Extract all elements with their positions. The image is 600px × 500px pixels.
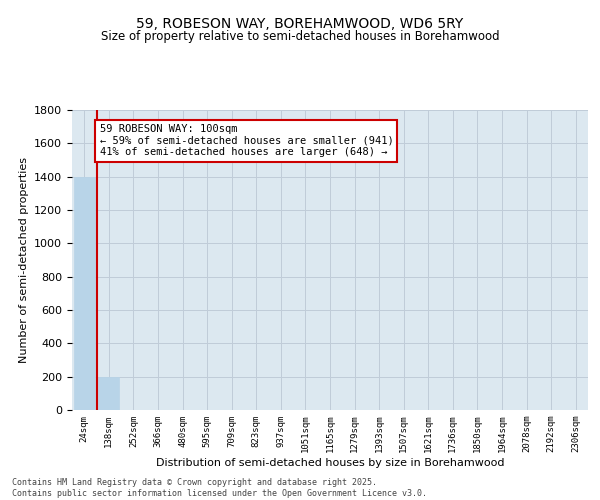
- Bar: [74, 176, 95, 410]
- Text: Contains HM Land Registry data © Crown copyright and database right 2025.
Contai: Contains HM Land Registry data © Crown c…: [12, 478, 427, 498]
- X-axis label: Distribution of semi-detached houses by size in Borehamwood: Distribution of semi-detached houses by …: [156, 458, 504, 468]
- Text: 59 ROBESON WAY: 100sqm
← 59% of semi-detached houses are smaller (941)
41% of se: 59 ROBESON WAY: 100sqm ← 59% of semi-det…: [100, 124, 393, 158]
- Y-axis label: Number of semi-detached properties: Number of semi-detached properties: [19, 157, 29, 363]
- Text: 59, ROBESON WAY, BOREHAMWOOD, WD6 5RY: 59, ROBESON WAY, BOREHAMWOOD, WD6 5RY: [136, 18, 464, 32]
- Bar: [98, 376, 119, 410]
- Text: Size of property relative to semi-detached houses in Borehamwood: Size of property relative to semi-detach…: [101, 30, 499, 43]
